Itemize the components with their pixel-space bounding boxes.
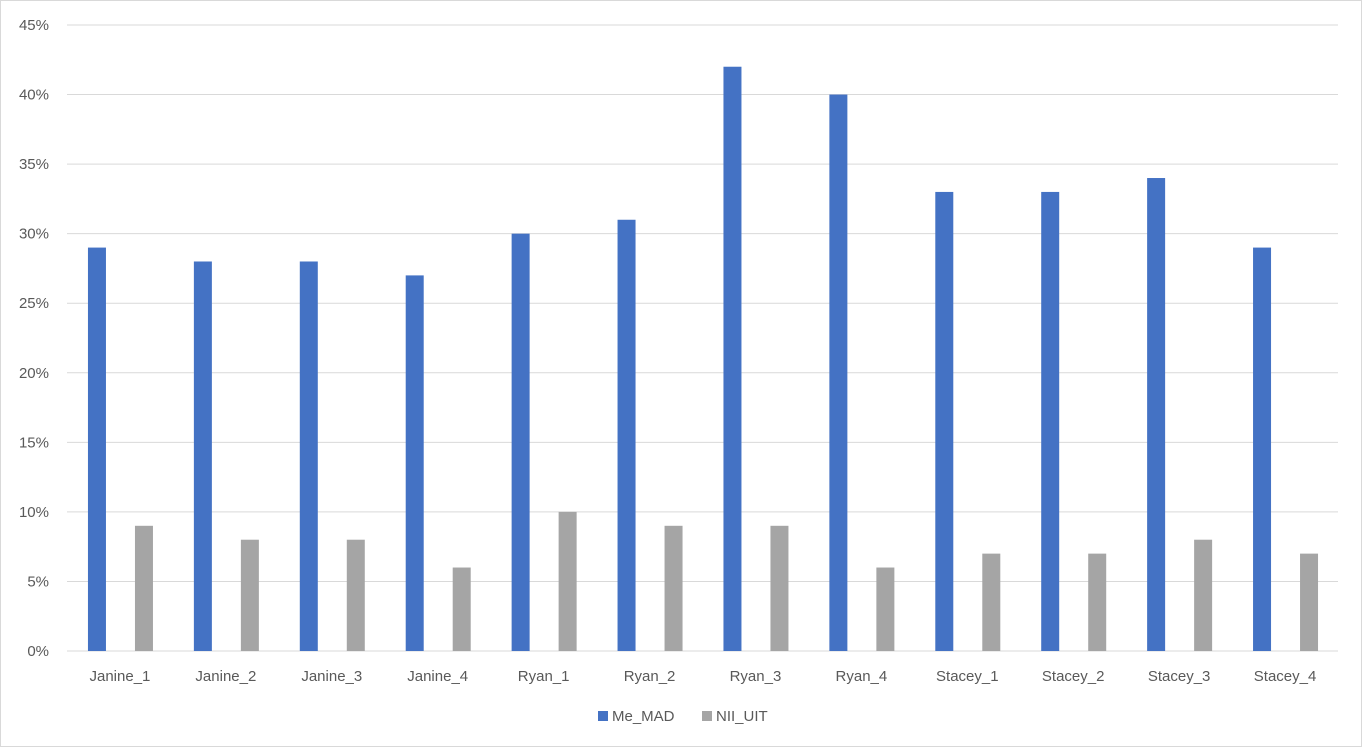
gridlines — [67, 24, 1338, 652]
x-axis-tick-labels: Janine_1 Janine_2 Janine_3 Janine_4 Ryan_1 Ry… — [90, 668, 1317, 685]
x-tick-label: Ryan_3 — [730, 668, 782, 685]
y-tick-label: 0% — [27, 643, 49, 660]
y-tick-label: 15% — [19, 434, 49, 451]
bar-nii-uit — [558, 511, 577, 651]
bar-nii-uit — [876, 567, 895, 651]
x-tick-label: Janine_2 — [195, 668, 256, 685]
x-tick-label: Janine_1 — [90, 668, 151, 685]
bar-me-mad — [935, 191, 954, 651]
x-tick-label: Stacey_3 — [1148, 668, 1211, 685]
x-tick-label: Stacey_1 — [936, 668, 999, 685]
bar-nii-uit — [1194, 539, 1213, 651]
legend-swatch — [598, 711, 608, 721]
x-tick-label: Stacey_2 — [1042, 668, 1105, 685]
bar-nii-uit — [240, 539, 259, 651]
y-axis-tick-labels: 0% 5% 10% 15% 20% 25% 30% 35% 40% 45% — [19, 17, 49, 660]
x-tick-label: Janine_3 — [301, 668, 362, 685]
bar-nii-uit — [770, 525, 789, 651]
bar-me-mad — [299, 261, 318, 651]
bar-me-mad — [193, 261, 212, 651]
x-tick-label: Janine_4 — [407, 668, 468, 685]
y-tick-label: 20% — [19, 365, 49, 382]
bar-nii-uit — [664, 525, 683, 651]
y-tick-label: 45% — [19, 17, 49, 34]
bar-me-mad — [723, 66, 742, 651]
bar-me-mad — [511, 233, 530, 651]
bar-me-mad — [1041, 191, 1060, 651]
bar-me-mad — [1147, 178, 1166, 651]
y-tick-label: 10% — [19, 504, 49, 521]
x-tick-label: Stacey_4 — [1254, 668, 1317, 685]
x-tick-label: Ryan_2 — [624, 668, 676, 685]
bar-nii-uit — [982, 553, 1001, 651]
legend-label: Me_MAD — [612, 708, 675, 725]
legend-label: NII_UIT — [716, 708, 768, 725]
bar-nii-uit — [1300, 553, 1319, 651]
bar-me-mad — [829, 94, 848, 652]
x-tick-label: Ryan_1 — [518, 668, 570, 685]
bar-nii-uit — [452, 567, 471, 651]
y-tick-label: 25% — [19, 295, 49, 312]
bar-nii-uit — [1088, 553, 1107, 651]
bar-me-mad — [405, 275, 424, 651]
y-tick-label: 30% — [19, 226, 49, 243]
legend-swatch — [702, 711, 712, 721]
bar-nii-uit — [346, 539, 365, 651]
bar-me-mad — [617, 219, 636, 651]
bars — [87, 66, 1319, 652]
bar-nii-uit — [134, 525, 153, 651]
legend: Me_MAD NII_UIT — [598, 708, 768, 725]
bar-me-mad — [1253, 247, 1272, 652]
y-tick-label: 5% — [27, 573, 49, 590]
y-tick-label: 35% — [19, 156, 49, 173]
bar-me-mad — [87, 247, 106, 652]
y-tick-label: 40% — [19, 87, 49, 104]
x-tick-label: Ryan_4 — [836, 668, 888, 685]
